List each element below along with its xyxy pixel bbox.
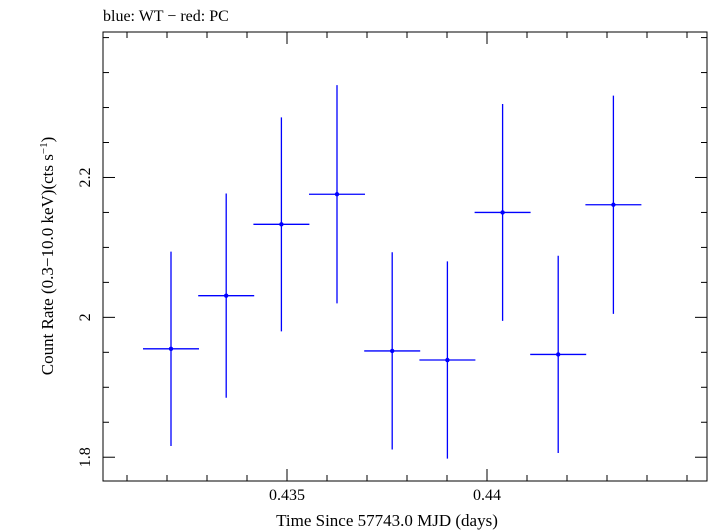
- x-axis-label: Time Since 57743.0 MJD (days): [276, 511, 498, 530]
- data-marker: [390, 348, 395, 354]
- y-axis-label-close: ): [38, 137, 57, 143]
- x-tick-label: 0.435: [269, 487, 305, 504]
- plot-frame: [102, 31, 708, 482]
- data-point: [143, 251, 199, 447]
- data-point: [253, 117, 310, 332]
- data-point: [530, 255, 587, 454]
- data-point: [419, 261, 476, 459]
- y-tick-label: 2.2: [77, 167, 94, 187]
- axis-ticks: [103, 32, 707, 481]
- y-axis-label-superscript: −1: [38, 142, 50, 154]
- data-marker: [279, 222, 284, 227]
- chart-title: blue: WT − red: PC: [103, 8, 229, 25]
- y-axis-label-main: Count Rate (0.3−10.0 keV)(cts s: [38, 154, 57, 375]
- data-marker: [445, 357, 450, 363]
- data-point: [585, 95, 642, 314]
- data-marker: [556, 352, 561, 357]
- data-marker: [611, 202, 616, 207]
- y-tick-label: 1.8: [77, 447, 94, 467]
- data-marker: [224, 293, 229, 298]
- data-point: [198, 193, 255, 398]
- data-marker: [334, 192, 340, 197]
- data-marker: [168, 346, 174, 352]
- data-point: [474, 104, 531, 321]
- data-marker: [500, 210, 505, 215]
- data-point: [364, 252, 421, 450]
- y-axis-label: Count Rate (0.3−10.0 keV)(cts s−1): [38, 137, 57, 376]
- y-tick-label: 2: [77, 313, 94, 321]
- data-point: [309, 85, 365, 304]
- x-tick-label: 0.44: [473, 487, 501, 504]
- axis-tick-labels: 0.435 0.44 1.8 2 2.2: [77, 167, 501, 504]
- data-series: [143, 85, 642, 459]
